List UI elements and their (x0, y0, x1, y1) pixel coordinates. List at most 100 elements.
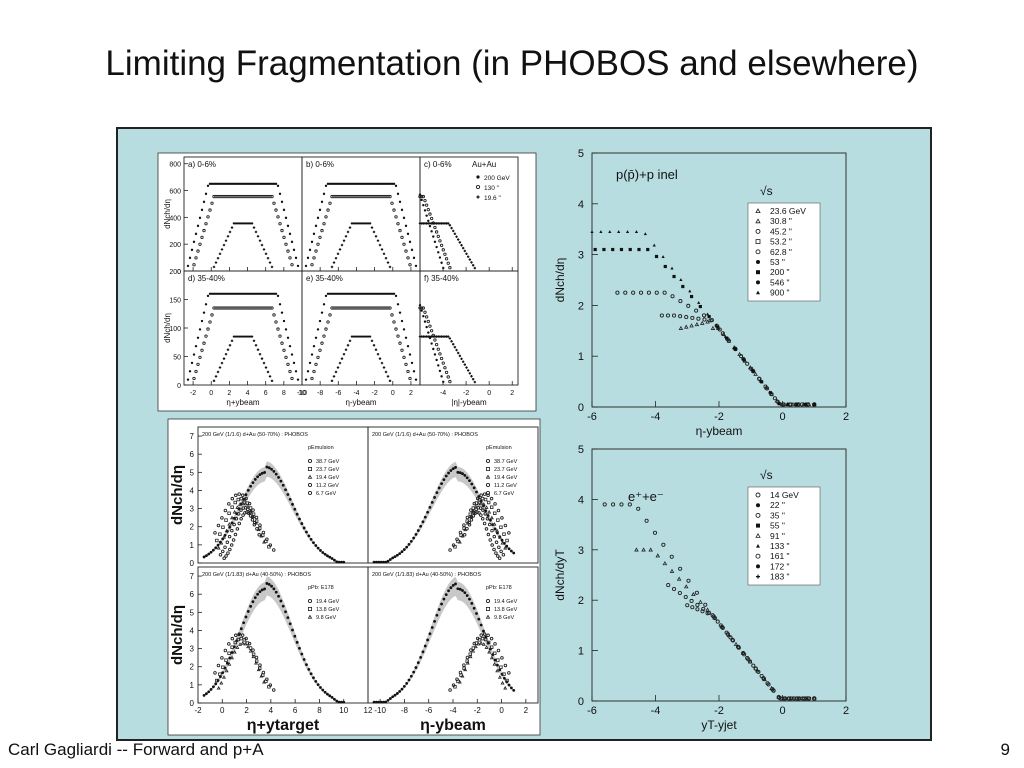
auau-point (447, 335, 450, 338)
emulsion-point (476, 641, 481, 646)
auau-point (328, 313, 332, 317)
y-tick-label: 150 (169, 298, 181, 305)
phobos-point (430, 500, 434, 504)
auau-point (435, 245, 438, 249)
auau-point (434, 230, 439, 234)
auau-point (330, 292, 334, 295)
data-point (812, 696, 817, 701)
data-point (689, 294, 694, 299)
legend-marker (307, 606, 312, 611)
auau-point (268, 261, 272, 264)
x-tick-label: -6 (425, 706, 433, 715)
emulsion-point (468, 654, 473, 659)
emulsion-point (227, 534, 232, 539)
legend-entry: 53 " (770, 257, 785, 267)
auau-point (206, 294, 210, 298)
legend-marker (485, 474, 491, 479)
auau-point (268, 292, 272, 295)
auau-point (447, 222, 450, 225)
auau-point (252, 226, 256, 229)
phobos-point (291, 628, 294, 632)
x-tick-label: -2 (371, 390, 377, 397)
emulsion-point (247, 641, 252, 646)
emulsion-point (457, 539, 462, 544)
auau-point (312, 232, 316, 236)
auau-point (192, 240, 196, 244)
phobos-point (430, 626, 434, 629)
emulsion-point (487, 649, 492, 654)
auau-point (224, 292, 228, 295)
auau-point (421, 194, 425, 199)
phobos-point (239, 627, 243, 631)
legend-marker (755, 553, 761, 559)
auau-point (252, 339, 256, 343)
auau-point (376, 352, 380, 356)
phobos-point (342, 560, 346, 564)
auau-point (443, 366, 447, 370)
data-point (602, 247, 606, 252)
auau-point (286, 224, 290, 228)
auau-point (256, 348, 260, 351)
phobos-point (249, 604, 253, 608)
phobos-point (405, 545, 409, 549)
auau-point (326, 208, 330, 212)
auau-point (448, 379, 452, 384)
phobos-point (316, 546, 320, 550)
auau-point (390, 182, 394, 186)
phobos-point (300, 522, 304, 525)
auau-point (440, 261, 443, 264)
legend-marker (755, 218, 761, 224)
auau-point (304, 378, 308, 381)
legend-marker (307, 490, 313, 496)
auau-point (202, 228, 206, 233)
data-point (694, 308, 699, 313)
phobos-point (328, 694, 332, 698)
emulsion-point (481, 642, 486, 646)
auau-point (284, 355, 288, 359)
auau-point (382, 292, 386, 295)
data-point (720, 331, 725, 336)
phobos-point (281, 604, 285, 608)
auau-point (368, 182, 372, 186)
emulsion-point (479, 641, 484, 645)
data-point (755, 668, 760, 673)
legend-marker (755, 492, 761, 498)
emulsion-point (255, 526, 259, 531)
phobos-point (333, 697, 336, 701)
auau-point (374, 348, 378, 351)
y-tick-label: 1 (578, 351, 584, 363)
emulsion-point (230, 505, 234, 509)
auau-point (194, 369, 198, 374)
auau-point (202, 200, 206, 204)
x-tick-label: 10 (298, 390, 306, 397)
auau-point (286, 362, 290, 367)
emulsion-point (496, 554, 500, 558)
phobos-point (274, 590, 278, 594)
data-point (644, 518, 649, 523)
slide-title: Limiting Fragmentation (in PHOBOS and el… (105, 44, 919, 83)
data-point (671, 313, 677, 318)
legend-entry: 546 " (770, 277, 790, 287)
auau-point (441, 248, 445, 252)
phobos-point (302, 526, 306, 530)
phobos-point (288, 497, 292, 501)
auau-point (352, 222, 356, 225)
phobos-point (470, 602, 474, 605)
data-point (778, 696, 783, 701)
emulsion-point (230, 636, 235, 641)
emulsion-point (250, 518, 255, 522)
auau-point (354, 222, 358, 225)
auau-point (380, 292, 384, 295)
emulsion-point (489, 496, 494, 501)
auau-point (318, 348, 322, 352)
emulsion-point (236, 512, 241, 516)
auau-point (312, 344, 316, 348)
auau-point (408, 263, 412, 267)
auau-point (414, 264, 418, 268)
auau-point (461, 360, 465, 363)
auau-point (392, 292, 396, 295)
auau-point (260, 292, 264, 295)
emulsion-point (239, 636, 244, 641)
x-tick-label: 6 (264, 390, 268, 397)
